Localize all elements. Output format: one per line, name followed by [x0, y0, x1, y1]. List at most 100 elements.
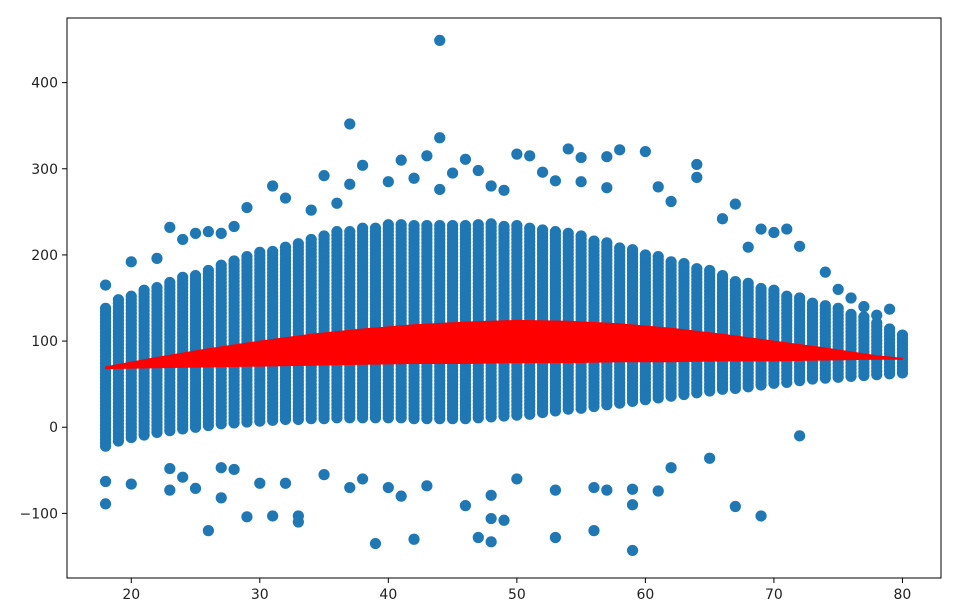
data-point	[485, 536, 497, 548]
data-point	[125, 478, 137, 490]
data-point	[742, 241, 754, 253]
x-tick-label: 30	[251, 587, 269, 603]
data-point	[794, 430, 806, 442]
data-point	[691, 158, 703, 171]
data-point	[639, 249, 651, 261]
data-point	[344, 178, 356, 190]
data-point	[99, 302, 112, 314]
data-point	[459, 500, 472, 512]
data-point	[536, 224, 549, 236]
data-point	[215, 259, 227, 271]
data-point	[215, 492, 227, 504]
data-point	[459, 220, 472, 232]
data-point	[318, 469, 330, 481]
data-point	[588, 525, 600, 537]
data-point	[883, 303, 896, 315]
data-point	[524, 222, 536, 234]
data-point	[344, 481, 356, 494]
data-point	[716, 270, 729, 282]
data-point	[369, 222, 382, 234]
data-point	[228, 220, 240, 233]
data-point	[755, 223, 767, 235]
data-point	[382, 176, 394, 188]
data-point	[215, 227, 227, 239]
x-tick-label: 60	[636, 587, 654, 603]
data-point	[819, 266, 831, 278]
data-point	[691, 171, 703, 183]
data-point	[601, 237, 613, 249]
data-point	[395, 219, 407, 231]
data-point	[678, 257, 690, 270]
data-point	[524, 150, 536, 162]
data-point	[626, 544, 639, 557]
data-point	[164, 462, 176, 475]
data-point	[164, 276, 176, 289]
data-point	[164, 221, 176, 233]
data-point	[665, 256, 677, 268]
data-point	[344, 226, 356, 238]
data-point	[832, 302, 844, 314]
data-point	[806, 297, 819, 309]
data-point	[614, 242, 626, 254]
data-point	[382, 481, 394, 494]
data-point	[292, 516, 304, 528]
data-point	[768, 226, 780, 239]
data-point	[138, 284, 150, 296]
data-point	[794, 292, 806, 304]
data-point	[369, 537, 382, 550]
data-point	[151, 252, 163, 264]
data-point	[267, 245, 279, 258]
data-point	[357, 473, 369, 485]
x-tick-label: 20	[122, 587, 140, 603]
data-point	[575, 230, 587, 242]
data-point	[704, 264, 716, 277]
data-point	[279, 477, 292, 489]
data-point	[549, 531, 562, 544]
data-point	[601, 151, 613, 163]
data-point	[125, 256, 137, 268]
data-point	[292, 238, 304, 250]
data-point	[768, 284, 780, 296]
x-tick-label: 40	[379, 587, 397, 603]
data-point	[781, 290, 793, 302]
data-point	[652, 251, 664, 263]
data-point	[446, 220, 459, 232]
data-point	[871, 317, 883, 329]
data-point	[601, 182, 613, 194]
data-point	[883, 323, 896, 335]
data-point	[434, 183, 446, 196]
data-point	[716, 213, 729, 225]
data-point	[99, 279, 112, 291]
data-point	[357, 159, 369, 171]
data-point	[421, 480, 433, 492]
data-point	[652, 181, 664, 193]
data-point	[704, 452, 716, 464]
data-point	[357, 222, 369, 234]
data-point	[189, 270, 202, 282]
data-point	[344, 118, 356, 130]
data-point	[177, 471, 189, 483]
data-point	[729, 198, 741, 210]
data-point	[896, 329, 909, 341]
data-point	[434, 34, 446, 47]
y-tick-label: 200	[31, 248, 58, 264]
data-point	[189, 482, 202, 494]
data-point	[665, 195, 677, 208]
data-point	[408, 172, 420, 184]
data-point	[498, 184, 510, 196]
data-point	[331, 226, 343, 238]
data-point	[626, 244, 639, 256]
data-point	[241, 251, 253, 263]
data-point	[151, 282, 163, 294]
data-point	[279, 192, 292, 204]
y-axis: −100 0 100 200 300 400	[20, 76, 67, 522]
data-point	[601, 484, 613, 496]
data-point	[614, 144, 626, 156]
data-point	[395, 154, 407, 166]
data-point	[511, 148, 523, 160]
data-point	[588, 481, 600, 494]
data-point	[575, 176, 587, 188]
data-point	[794, 240, 806, 252]
data-point	[202, 226, 214, 238]
